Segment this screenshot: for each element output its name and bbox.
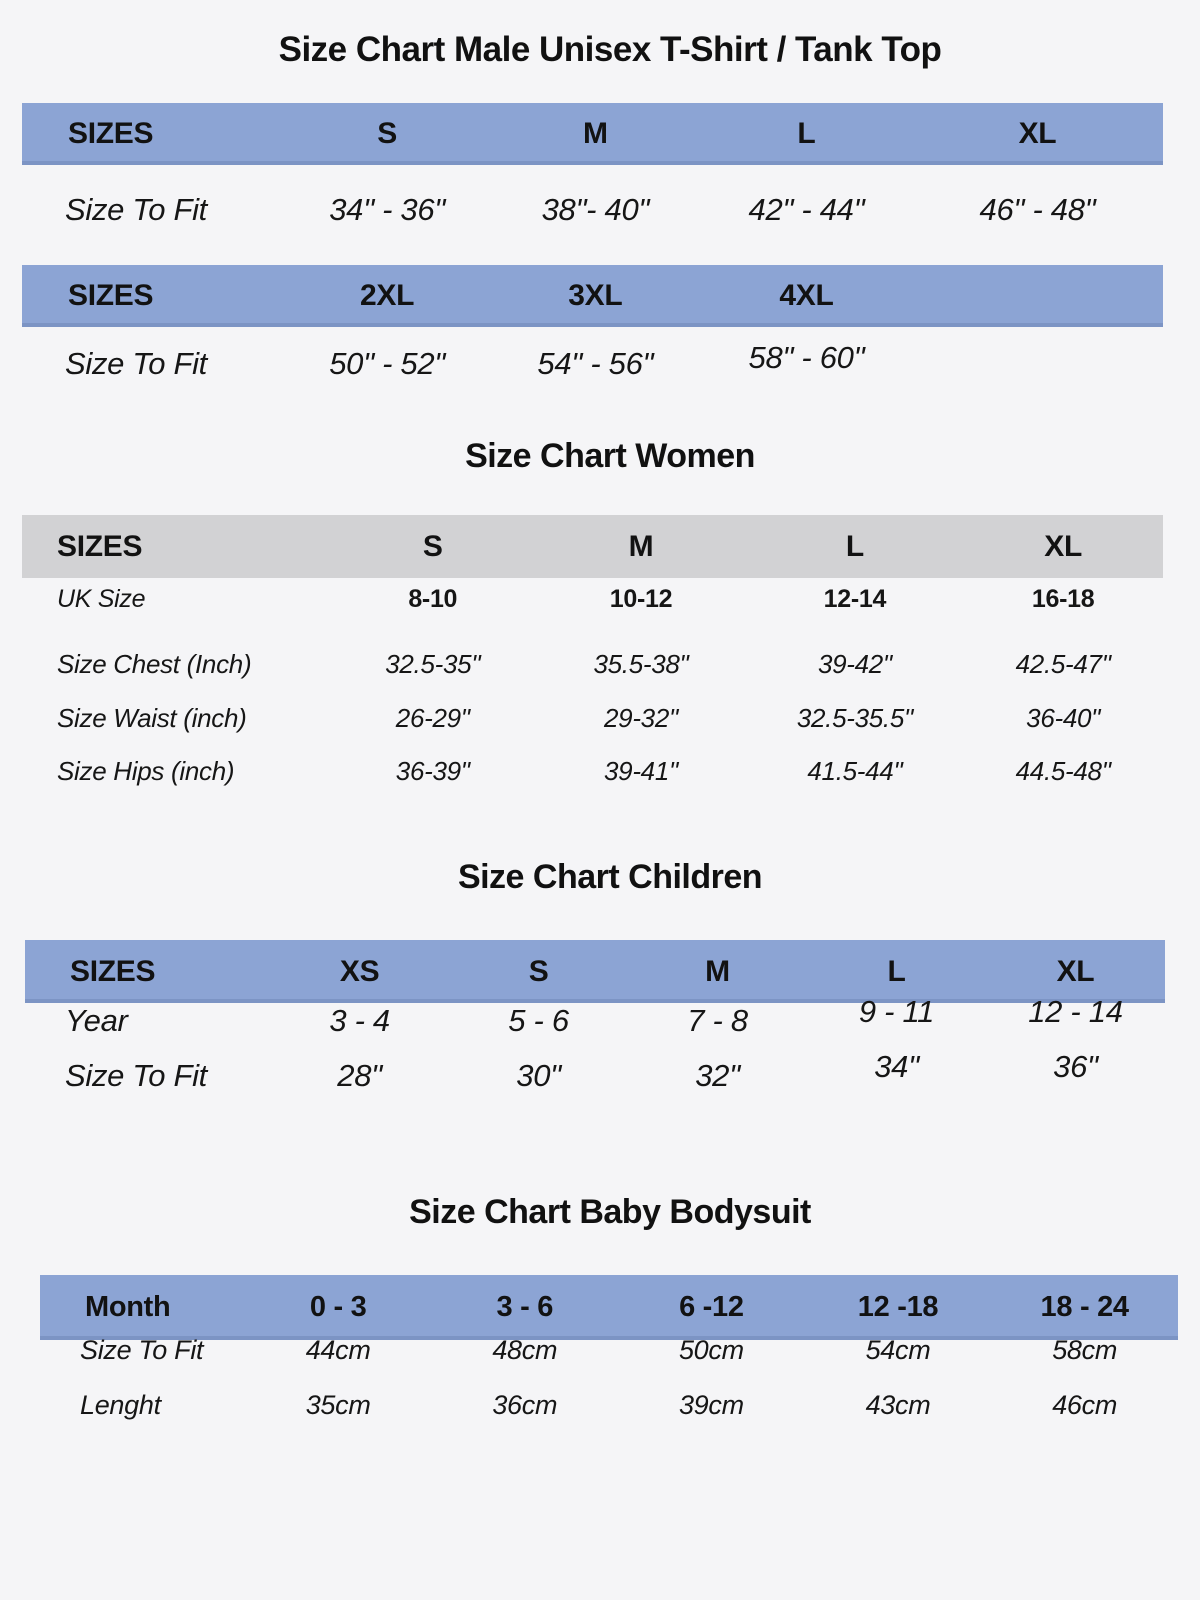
male-table2-header-2xl: 2XL: [360, 279, 415, 312]
row-label: Size To Fit: [65, 192, 207, 227]
baby-header-3-6: 3 - 6: [496, 1291, 554, 1323]
children-year-row: Year 3 - 4 5 - 6 7 - 8 9 - 11 12 - 14: [25, 994, 1165, 1045]
children-header-xl: XL: [1056, 954, 1095, 988]
size-value: 39-42": [817, 648, 892, 679]
children-header-xs: XS: [339, 954, 380, 988]
male-table1-header-l: L: [797, 117, 816, 150]
section-title-baby-bodysuit: Size Chart Baby Bodysuit: [409, 1193, 811, 1231]
women-header-m: M: [628, 529, 654, 563]
male-table2-header-row: SIZES 2XL 3XL 4XL: [22, 265, 1163, 327]
women-header-xl: XL: [1044, 529, 1082, 563]
male-table1-header-xl: XL: [1018, 117, 1057, 150]
size-value: 54cm: [865, 1334, 931, 1365]
size-value: 35.5-38": [593, 648, 689, 679]
children-size-to-fit-row: Size To Fit 28" 30" 32" 34" 36": [25, 1049, 1165, 1100]
size-value: 36": [1053, 1049, 1098, 1084]
baby-header-0-3: 0 - 3: [309, 1291, 367, 1323]
women-table-header-row: SIZES S M L XL: [22, 515, 1163, 578]
size-value: 32.5-35": [385, 648, 481, 679]
size-value: 42" - 44": [748, 192, 865, 227]
male-table2-header-3xl: 3XL: [568, 279, 623, 312]
size-value: 10-12: [609, 584, 673, 613]
children-header-s: S: [528, 954, 549, 988]
baby-table-corner-label: Month: [85, 1291, 171, 1323]
children-header-l: L: [887, 954, 906, 988]
children-table-corner-label: SIZES: [70, 954, 156, 988]
size-value: 36-40": [1026, 702, 1101, 733]
women-header-s: S: [422, 529, 443, 563]
male-table1-corner-label: SIZES: [68, 117, 154, 150]
size-value: 58cm: [1052, 1334, 1118, 1365]
size-value: 8-10: [408, 584, 458, 613]
women-table-corner-label: SIZES: [57, 529, 143, 563]
children-header-m: M: [705, 954, 730, 988]
size-value: 50" - 52": [329, 346, 446, 381]
size-value: 44cm: [305, 1334, 371, 1365]
baby-header-18-24: 18 - 24: [1040, 1291, 1129, 1323]
row-label: Size To Fit: [65, 1058, 207, 1093]
baby-length-row: Lenght 35cm 36cm 39cm 43cm 46cm: [40, 1381, 1178, 1429]
baby-size-to-fit-row: Size To Fit 44cm 48cm 50cm 54cm 58cm: [40, 1326, 1178, 1374]
size-value: 5 - 6: [508, 1003, 569, 1038]
row-label: Size Chest (Inch): [57, 648, 252, 679]
women-header-l: L: [845, 529, 864, 563]
row-label: Size To Fit: [65, 346, 207, 381]
size-value: 58" - 60": [748, 340, 865, 375]
size-value: 29-32": [604, 702, 678, 733]
row-label: Size Waist (inch): [57, 702, 247, 733]
size-value: 16-18: [1031, 584, 1095, 613]
size-value: 34" - 36": [329, 192, 446, 227]
size-value: 43cm: [865, 1389, 931, 1420]
male-table1-header-s: S: [377, 117, 397, 150]
size-value: 32": [695, 1058, 740, 1093]
size-value: 39cm: [678, 1389, 744, 1420]
size-value: 54" - 56": [537, 346, 654, 381]
section-title-children: Size Chart Children: [457, 858, 763, 896]
size-value: 26-29": [395, 702, 470, 733]
size-value: 12 - 14: [1028, 994, 1123, 1029]
women-chest-row: Size Chest (Inch) 32.5-35" 35.5-38" 39-4…: [22, 640, 1163, 688]
male-table1-header-row: SIZES S M L XL: [22, 103, 1163, 165]
size-value: 46" - 48": [979, 192, 1096, 227]
size-value: 35cm: [305, 1389, 371, 1420]
size-value: 48cm: [492, 1334, 558, 1365]
section-title-women: Size Chart Women: [465, 437, 755, 475]
size-value: 3 - 4: [329, 1003, 390, 1038]
male-table2-header-4xl: 4XL: [779, 279, 834, 312]
size-value: 38"- 40": [541, 192, 650, 227]
size-value: 42.5-47": [1015, 648, 1111, 679]
women-hips-row: Size Hips (inch) 36-39" 39-41" 41.5-44" …: [22, 747, 1163, 795]
size-value: 9 - 11: [858, 994, 935, 1029]
baby-header-12-18: 12 -18: [857, 1291, 939, 1323]
baby-table-header-row: Month 0 - 3 3 - 6 6 -12 12 -18 18 - 24: [40, 1275, 1178, 1340]
children-table-header-row: SIZES XS S M L XL: [25, 940, 1165, 1003]
row-label: UK Size: [57, 584, 146, 613]
size-value: 50cm: [678, 1334, 744, 1365]
size-value: 7 - 8: [687, 1003, 748, 1038]
size-value: 34": [874, 1049, 919, 1084]
women-waist-row: Size Waist (inch) 26-29" 29-32" 32.5-35.…: [22, 694, 1163, 742]
male-table2-size-to-fit-row: Size To Fit 50" - 52" 54" - 56" 58" - 60…: [22, 340, 1163, 388]
row-label: Size To Fit: [80, 1334, 204, 1365]
size-value: 36-39": [395, 755, 470, 786]
male-table1-size-to-fit-row: Size To Fit 34" - 36" 38"- 40" 42" - 44"…: [22, 186, 1163, 234]
size-value: 30": [516, 1058, 561, 1093]
size-value: 32.5-35.5": [796, 702, 913, 733]
male-table1-header-m: M: [582, 117, 608, 150]
size-value: 12-14: [823, 584, 887, 613]
row-label: Year: [65, 1003, 128, 1038]
baby-header-6-12: 6 -12: [679, 1291, 744, 1323]
row-label: Size Hips (inch): [57, 755, 235, 786]
size-value: 44.5-48": [1015, 755, 1111, 786]
section-title-male-unisex: Size Chart Male Unisex T-Shirt / Tank To…: [278, 30, 942, 69]
size-value: 39-41": [604, 755, 678, 786]
row-label: Lenght: [80, 1389, 161, 1420]
size-value: 46cm: [1052, 1389, 1118, 1420]
size-value: 41.5-44": [807, 755, 903, 786]
women-uk-size-row: UK Size 8-10 10-12 12-14 16-18: [22, 575, 1163, 623]
size-value: 36cm: [492, 1389, 558, 1420]
male-table2-corner-label: SIZES: [68, 279, 154, 312]
size-value: 28": [337, 1058, 382, 1093]
